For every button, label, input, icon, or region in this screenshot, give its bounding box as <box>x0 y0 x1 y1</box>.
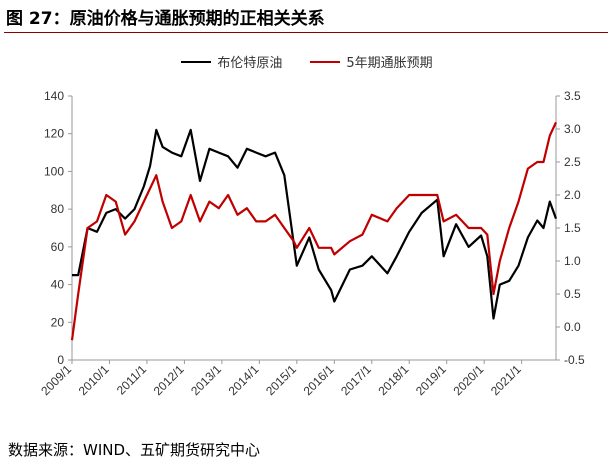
legend-item-inflation: 5年期通胀预期 <box>310 52 433 71</box>
x-tick-label: 2009/1 <box>38 362 74 398</box>
chart-title: 图 27：原油价格与通胀预期的正相关关系 <box>6 9 325 29</box>
legend: 布伦特原油 5年期通胀预期 <box>0 52 614 71</box>
y-right-tick-label: 0.0 <box>564 320 581 334</box>
legend-swatch-brent <box>181 60 212 63</box>
legend-swatch-inflation <box>310 60 341 63</box>
x-tick-label: 2016/1 <box>301 362 337 398</box>
x-tick-label: 2019/1 <box>413 362 449 398</box>
legend-item-brent: 布伦特原油 <box>181 52 282 71</box>
y-left-tick-label: 140 <box>44 89 64 103</box>
x-tick-label: 2015/1 <box>263 362 299 398</box>
x-tick-label: 2017/1 <box>338 362 374 398</box>
title-underline <box>4 32 608 33</box>
y-left-tick-label: 60 <box>51 240 65 254</box>
x-tick-label: 2011/1 <box>114 362 149 397</box>
x-tick-label: 2012/1 <box>151 362 187 398</box>
y-left-tick-label: 0 <box>57 353 64 367</box>
x-tick-label: 2010/1 <box>76 362 112 398</box>
legend-label-brent: 布伦特原油 <box>217 56 283 71</box>
x-tick-label: 2018/1 <box>376 362 412 398</box>
x-tick-label: 2020/1 <box>450 362 486 398</box>
x-tick-label: 2021/1 <box>488 362 524 398</box>
x-tick-label: 2013/1 <box>188 362 224 398</box>
y-left-tick-label: 40 <box>51 278 65 292</box>
y-right-tick-label: 2.0 <box>564 188 581 202</box>
source-note: 数据来源：WIND、五矿期货研究中心 <box>8 441 261 459</box>
y-right-tick-label: 3.5 <box>564 89 581 103</box>
y-right-tick-label: 1.5 <box>564 221 581 235</box>
series-line-inflation <box>70 121 557 341</box>
y-right-tick-label: 0.5 <box>564 287 581 301</box>
y-right-tick-label: -0.5 <box>564 353 585 367</box>
y-right-tick-label: 3.0 <box>564 122 581 136</box>
legend-label-inflation: 5年期通胀预期 <box>346 56 433 71</box>
x-tick-label: 2014/1 <box>226 362 262 398</box>
y-left-tick-label: 100 <box>44 164 64 178</box>
series-line-brent <box>72 128 558 320</box>
y-right-tick-label: 1.0 <box>564 254 581 268</box>
y-left-tick-label: 120 <box>44 127 64 141</box>
y-right-tick-label: 2.5 <box>564 155 581 169</box>
y-left-tick-label: 80 <box>51 202 65 216</box>
y-left-tick-label: 20 <box>51 315 65 329</box>
